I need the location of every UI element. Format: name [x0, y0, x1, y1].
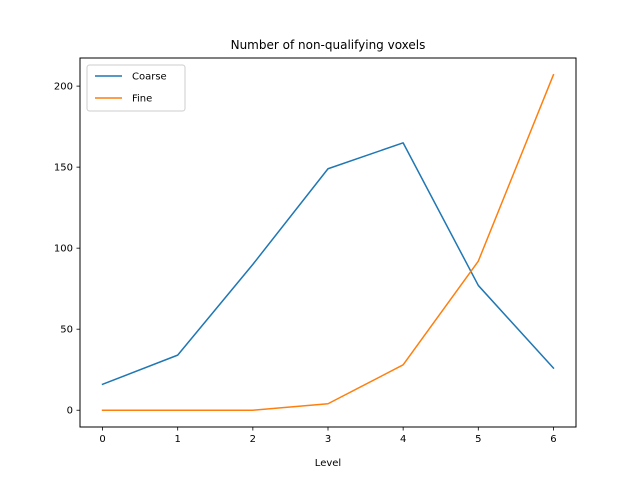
- y-tick-label: 0: [67, 406, 73, 417]
- chart-title: Number of non-qualifying voxels: [231, 38, 426, 52]
- x-tick-label: 2: [250, 434, 256, 445]
- x-axis-label: Level: [315, 458, 341, 469]
- x-tick-label: 1: [175, 434, 181, 445]
- series-layer: [101, 73, 555, 411]
- series-line-fine: [101, 73, 555, 411]
- x-axis: 0 1 2 3 4 5 6: [99, 427, 557, 445]
- x-tick-label: 6: [550, 434, 556, 445]
- legend-label-coarse: Coarse: [132, 72, 167, 83]
- y-axis: 0 50 100 150 200: [54, 82, 80, 417]
- y-tick-label: 200: [54, 82, 73, 93]
- y-tick-label: 50: [60, 325, 73, 336]
- x-tick-label: 5: [475, 434, 481, 445]
- x-tick-label: 0: [99, 434, 105, 445]
- x-tick-label: 4: [400, 434, 406, 445]
- y-tick-label: 100: [54, 244, 73, 255]
- series-line-coarse: [101, 142, 555, 386]
- legend-label-fine: Fine: [132, 94, 152, 105]
- y-tick-label: 150: [54, 163, 73, 174]
- legend: Coarse Fine: [86, 64, 186, 112]
- x-tick-label: 3: [325, 434, 331, 445]
